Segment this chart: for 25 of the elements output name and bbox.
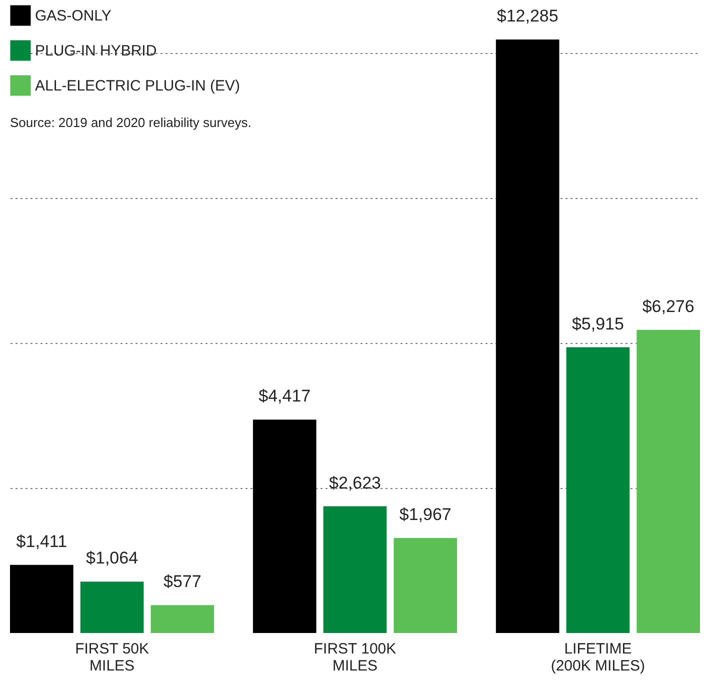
x-tick-label: FIRST 100K MILES (314, 640, 396, 674)
data-label: $6,276 (642, 296, 694, 316)
data-label: $577 (164, 572, 202, 592)
bar (636, 330, 700, 633)
x-tick-label: LIFETIME (200K MILES) (550, 640, 646, 674)
legend-label: GAS-ONLY (35, 8, 112, 24)
bar (252, 420, 316, 633)
bar (150, 605, 214, 633)
data-label: $2,623 (329, 473, 381, 492)
bar (80, 582, 144, 633)
data-label: $1,411 (16, 532, 68, 551)
data-label: $5,915 (572, 314, 624, 334)
legend-label: ALL-ELECTRIC PLUG-IN (EV) (35, 78, 240, 94)
bar (323, 506, 387, 633)
data-label: $4,417 (258, 386, 311, 406)
annotation: Source: 2019 and 2020 reliability surveys. (10, 115, 252, 130)
bar (10, 564, 74, 633)
legend-label: PLUG-IN HYBRID (35, 42, 157, 60)
x-tick-label: FIRST 50K MILES (75, 640, 150, 674)
bar (394, 538, 458, 633)
data-label: $12,285 (496, 6, 558, 26)
bar (496, 40, 560, 633)
data-label: $1,967 (399, 504, 452, 524)
bar (566, 347, 630, 633)
data-label: $1,064 (86, 548, 138, 568)
